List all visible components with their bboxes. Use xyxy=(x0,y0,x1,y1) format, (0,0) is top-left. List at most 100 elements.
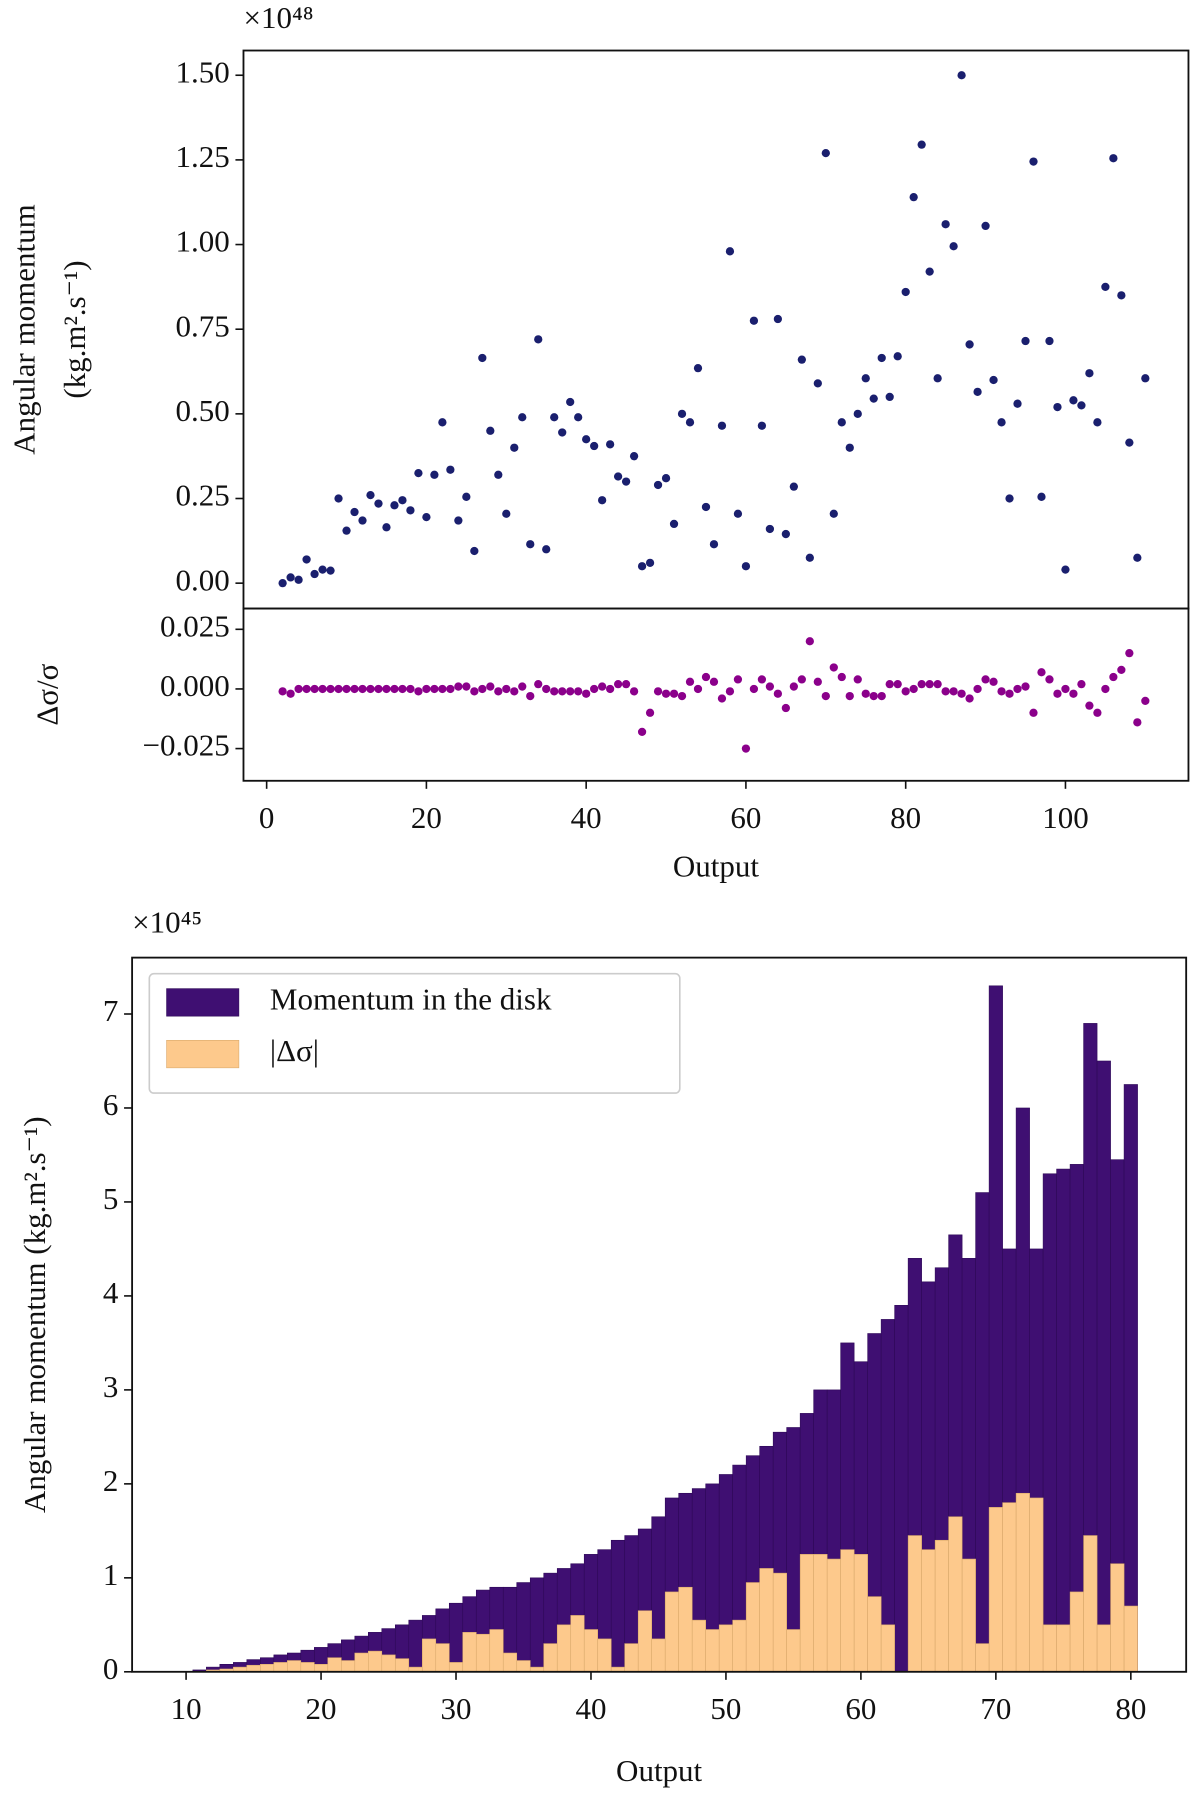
point xyxy=(1037,492,1046,501)
point xyxy=(598,496,607,505)
x-tick-label: 80 xyxy=(1115,1691,1146,1726)
x-tick-label: 100 xyxy=(1042,800,1089,835)
point xyxy=(406,506,415,515)
point xyxy=(422,684,431,694)
bar xyxy=(448,1602,464,1673)
point xyxy=(342,526,351,535)
legend-box xyxy=(148,972,681,1094)
point xyxy=(526,691,535,701)
point xyxy=(550,687,559,696)
point xyxy=(462,492,471,501)
x-tick-label: 70 xyxy=(980,1691,1011,1726)
point xyxy=(1021,336,1030,346)
bar xyxy=(732,1619,747,1673)
bar xyxy=(1056,1624,1071,1673)
point xyxy=(558,428,567,437)
bar xyxy=(826,1558,841,1673)
bar xyxy=(543,1643,558,1673)
point xyxy=(629,687,639,696)
point xyxy=(981,221,990,231)
point xyxy=(390,684,399,694)
point xyxy=(1053,402,1062,412)
point xyxy=(486,682,495,691)
point xyxy=(1061,565,1070,574)
point xyxy=(1029,157,1038,166)
legend-swatch xyxy=(166,1039,240,1069)
y-tick-label: 0.50 xyxy=(175,393,229,428)
point xyxy=(430,684,439,694)
point xyxy=(709,677,719,686)
bar xyxy=(678,1586,693,1673)
bar xyxy=(381,1654,396,1673)
bar xyxy=(1042,1173,1057,1673)
point xyxy=(1101,684,1110,694)
point xyxy=(877,691,886,701)
point xyxy=(925,680,934,689)
point xyxy=(621,680,631,689)
bar xyxy=(921,1549,936,1673)
y-axis-label: Angular momentum (kg.m².s⁻¹) xyxy=(17,1116,52,1513)
point xyxy=(901,687,910,696)
point xyxy=(645,708,655,717)
point xyxy=(965,340,974,349)
point xyxy=(1045,336,1054,346)
bar xyxy=(664,1591,679,1673)
point xyxy=(725,247,735,256)
point xyxy=(470,546,479,556)
point xyxy=(590,684,599,694)
point xyxy=(877,353,886,363)
point xyxy=(805,553,814,562)
bar xyxy=(934,1539,949,1673)
point xyxy=(917,140,926,149)
point xyxy=(1125,649,1134,658)
point xyxy=(901,287,910,297)
point xyxy=(278,579,287,588)
point xyxy=(749,316,759,325)
point xyxy=(286,573,295,582)
point xyxy=(661,689,671,698)
bar xyxy=(799,1554,814,1673)
x-axis-label: Output xyxy=(616,1753,702,1788)
bar xyxy=(300,1662,315,1673)
legend-swatch xyxy=(166,988,240,1017)
point xyxy=(789,682,798,691)
point xyxy=(326,566,335,575)
point xyxy=(685,677,695,686)
point xyxy=(773,314,783,324)
point xyxy=(829,509,838,518)
point xyxy=(805,637,814,646)
bar xyxy=(462,1632,477,1673)
point xyxy=(582,689,591,698)
point xyxy=(629,452,639,461)
point xyxy=(981,675,990,684)
point xyxy=(861,374,870,383)
point xyxy=(446,684,455,694)
point xyxy=(366,684,375,694)
bar xyxy=(1123,1084,1138,1673)
point xyxy=(885,392,894,402)
x-tick-label: 20 xyxy=(306,1691,337,1726)
point xyxy=(1061,684,1070,694)
point xyxy=(494,687,503,696)
bar xyxy=(948,1516,963,1673)
point xyxy=(757,421,767,430)
point xyxy=(1085,369,1094,378)
bar xyxy=(1042,1624,1057,1673)
point xyxy=(390,501,399,510)
point xyxy=(518,682,527,691)
point xyxy=(1085,701,1094,710)
point xyxy=(374,684,383,694)
point xyxy=(653,687,663,696)
bar xyxy=(880,1624,895,1673)
offset-label: ×10⁴⁸ xyxy=(243,0,313,35)
point xyxy=(941,220,950,229)
point xyxy=(821,148,830,158)
point xyxy=(1109,672,1118,682)
point xyxy=(853,409,862,418)
point xyxy=(797,355,806,364)
y-tick-label: 1.00 xyxy=(175,224,229,259)
point xyxy=(637,727,647,737)
point xyxy=(350,507,359,517)
point xyxy=(542,684,551,694)
point xyxy=(685,418,695,427)
